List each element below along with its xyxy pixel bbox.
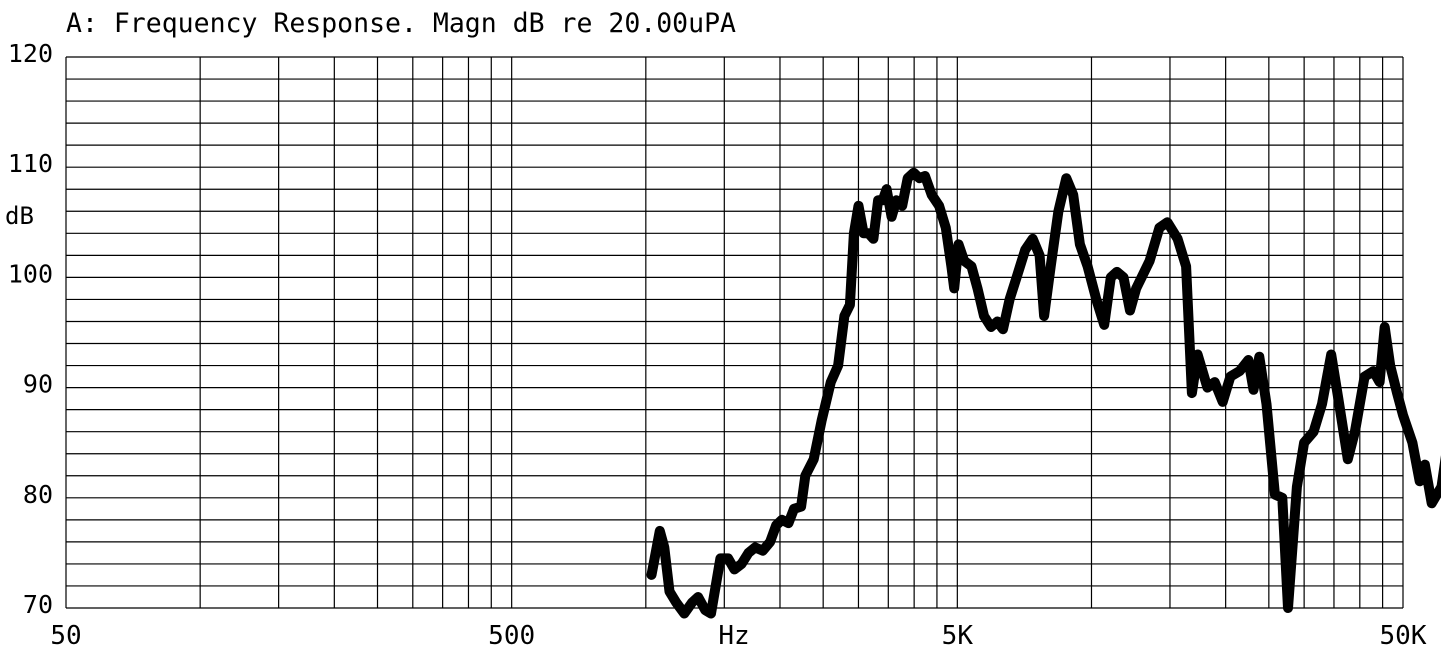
- y-tick-label: 90: [23, 370, 53, 399]
- x-tick-label: 5K: [942, 621, 974, 650]
- y-tick-label: 80: [23, 480, 53, 509]
- response-line: [646, 167, 1441, 619]
- tick-labels: 50 500 5K 50K 70 80 90 100 110 120: [8, 39, 1427, 650]
- x-axis-label: Hz: [718, 621, 749, 650]
- x-tick-label: 50K: [1380, 621, 1427, 650]
- chart-title: A: Frequency Response. Magn dB re 20.00u…: [66, 8, 736, 39]
- y-tick-label: 120: [8, 39, 53, 68]
- y-tick-label: 100: [8, 259, 53, 288]
- x-tick-label: 50: [50, 621, 81, 650]
- y-tick-label: 110: [8, 149, 53, 178]
- grid: [65, 56, 1404, 609]
- x-tick-label: 500: [488, 621, 535, 650]
- series: [646, 167, 1441, 619]
- y-tick-label: 70: [23, 590, 53, 619]
- y-axis-label: dB: [5, 202, 34, 230]
